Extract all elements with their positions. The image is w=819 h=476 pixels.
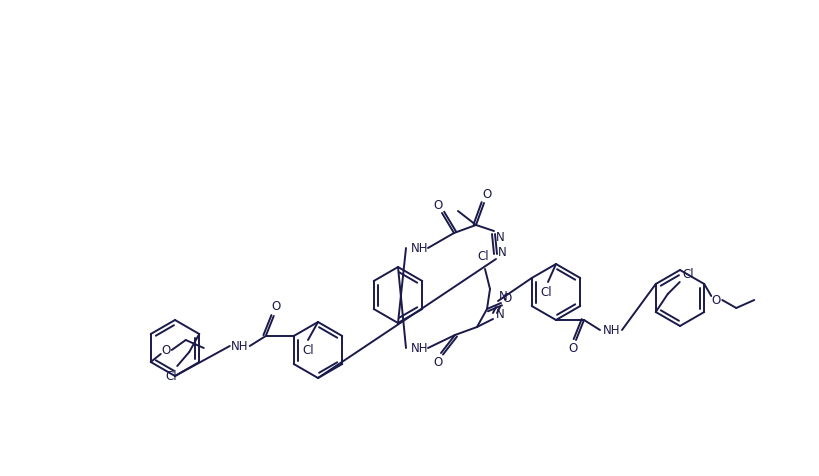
Text: N: N <box>495 230 505 244</box>
Text: O: O <box>482 188 491 200</box>
Text: Cl: Cl <box>165 369 177 383</box>
Text: Cl: Cl <box>540 286 551 298</box>
Text: Cl: Cl <box>302 344 314 357</box>
Text: NH: NH <box>603 324 620 337</box>
Text: Cl: Cl <box>477 250 488 264</box>
Text: NH: NH <box>411 241 428 255</box>
Text: Cl: Cl <box>681 268 693 280</box>
Text: NH: NH <box>231 339 248 353</box>
Text: O: O <box>271 300 280 314</box>
Text: O: O <box>433 356 442 368</box>
Text: O: O <box>433 198 442 211</box>
Text: N: N <box>499 290 507 304</box>
Text: NH: NH <box>411 341 428 355</box>
Text: N: N <box>497 247 506 259</box>
Text: O: O <box>568 343 577 356</box>
Text: O: O <box>161 344 170 357</box>
Text: O: O <box>502 292 511 306</box>
Text: O: O <box>711 294 720 307</box>
Text: N: N <box>495 308 505 321</box>
